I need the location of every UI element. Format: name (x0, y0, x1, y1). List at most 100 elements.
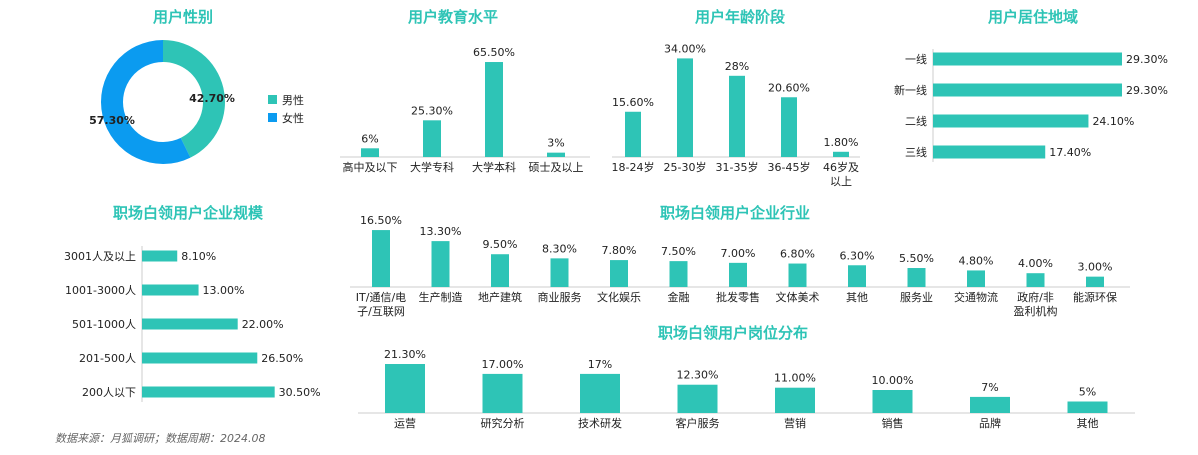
data-label: 26.50% (261, 352, 303, 365)
data-label: 28% (725, 60, 749, 73)
data-label: 3% (547, 137, 564, 150)
data-label: 7.80% (602, 244, 637, 257)
tick-label: 46岁及以上 (823, 160, 859, 188)
pie-slice (100, 40, 191, 164)
bar (788, 263, 807, 287)
bar (833, 151, 849, 157)
data-label: 17% (588, 358, 612, 371)
bar (848, 265, 866, 287)
chart-company_size: 职场白领用户企业规模 3001人及以上 8.10% 1001-3000人 13.00% 5… (64, 204, 321, 402)
tick-label: 金融 (668, 290, 690, 304)
tick-label: 能源环保 (1073, 290, 1117, 304)
bar (677, 58, 693, 157)
legend-swatch (268, 113, 277, 122)
data-source-note: 数据来源：月狐调研；数据周期：2024.08 (55, 432, 266, 445)
tick-label: 三线 (905, 145, 927, 159)
bar (775, 387, 815, 413)
data-label: 29.30% (1126, 84, 1168, 97)
data-label: 65.50% (473, 46, 515, 59)
bar (669, 261, 688, 287)
tick-label: IT/通信/电子/互联网 (356, 291, 406, 318)
tick-label: 大学本科 (472, 160, 516, 174)
chart-title: 用户性别 (153, 8, 213, 26)
data-label: 5.50% (899, 252, 934, 265)
data-label: 24.10% (1092, 115, 1134, 128)
bar (482, 373, 523, 413)
tick-label: 交通物流 (954, 290, 998, 304)
chart-industry: 职场白领用户企业行业 16.50% IT/通信/电子/互联网 13.30% 生产制造 9.… (350, 204, 1130, 318)
bar (142, 318, 238, 330)
data-label: 22.00% (242, 318, 284, 331)
bar (1067, 401, 1108, 413)
tick-label: 生产制造 (419, 290, 463, 304)
bar (385, 364, 425, 413)
data-label: 17.40% (1049, 146, 1091, 159)
data-label: 25.30% (411, 104, 453, 117)
tick-label: 文化娱乐 (597, 290, 641, 304)
pie-slice (163, 40, 225, 158)
chart-position: 职场白领用户岗位分布 21.30% 运营 17.00% 研究分析 17% 技术研发 12.30… (358, 324, 1135, 430)
tick-label: 31-35岁 (716, 160, 759, 174)
data-label: 17.00% (482, 358, 524, 371)
data-label: 16.50% (360, 214, 402, 227)
tick-label: 客户服务 (676, 416, 720, 430)
bar (729, 75, 745, 157)
data-label: 6.80% (780, 248, 815, 261)
tick-label: 品牌 (979, 416, 1001, 430)
bar (423, 120, 441, 157)
bar (967, 270, 985, 287)
bar (1086, 276, 1104, 287)
bar (372, 230, 390, 287)
chart-title: 用户居住地域 (988, 8, 1078, 26)
data-label: 7.00% (721, 247, 756, 260)
data-label: 8.30% (542, 242, 577, 255)
tick-label: 服务业 (900, 291, 933, 304)
bar (580, 373, 620, 413)
data-label: 7% (981, 381, 998, 394)
bar (933, 114, 1089, 128)
bar (142, 284, 199, 296)
tick-label: 运营 (394, 416, 416, 430)
tick-label: 3001人及以上 (64, 250, 136, 263)
tick-label: 其他 (846, 291, 868, 304)
bar (781, 97, 797, 157)
tick-label: 批发零售 (716, 290, 760, 304)
bar (907, 268, 926, 287)
data-label: 13.00% (203, 284, 245, 297)
data-label: 11.00% (774, 372, 816, 385)
data-label: 13.30% (420, 225, 462, 238)
data-label: 9.50% (483, 238, 518, 251)
data-label: 6% (361, 132, 378, 145)
tick-label: 文体美术 (776, 290, 820, 304)
bar (933, 145, 1046, 159)
tick-label: 一线 (905, 52, 927, 66)
legend-label: 女性 (282, 111, 304, 125)
bar (547, 152, 565, 157)
data-label: 34.00% (664, 42, 706, 55)
bar (142, 386, 275, 398)
bar (872, 390, 913, 413)
tick-label: 地产建筑 (478, 290, 522, 304)
bar (625, 111, 641, 157)
chart-age: 用户年龄阶段 15.60% 18-24岁 34.00% 25-30岁 28% 31-35岁 2… (612, 8, 860, 188)
tick-label: 政府/非盈利机构 (1014, 290, 1058, 318)
data-label: 20.60% (768, 81, 810, 94)
legend-swatch (268, 95, 277, 104)
data-label: 1.80% (824, 136, 859, 149)
chart-education: 用户教育水平 6% 高中及以下 25.30% 大学专科 65.50% 大学本科 3% 硕士及以上 (340, 8, 590, 174)
tick-label: 201-500人 (79, 352, 136, 365)
tick-label: 大学专科 (410, 160, 454, 174)
data-label: 3.00% (1078, 261, 1113, 274)
data-label: 6.30% (840, 249, 875, 262)
tick-label: 1001-3000人 (65, 284, 136, 297)
tick-label: 200人以下 (82, 386, 136, 399)
tick-label: 高中及以下 (343, 160, 398, 174)
tick-label: 技术研发 (578, 416, 622, 430)
data-label: 5% (1079, 386, 1096, 399)
data-label: 21.30% (384, 348, 426, 361)
bar (142, 250, 178, 262)
chart-title: 用户教育水平 (408, 8, 498, 26)
data-label: 8.10% (181, 250, 216, 263)
bar (933, 52, 1122, 66)
